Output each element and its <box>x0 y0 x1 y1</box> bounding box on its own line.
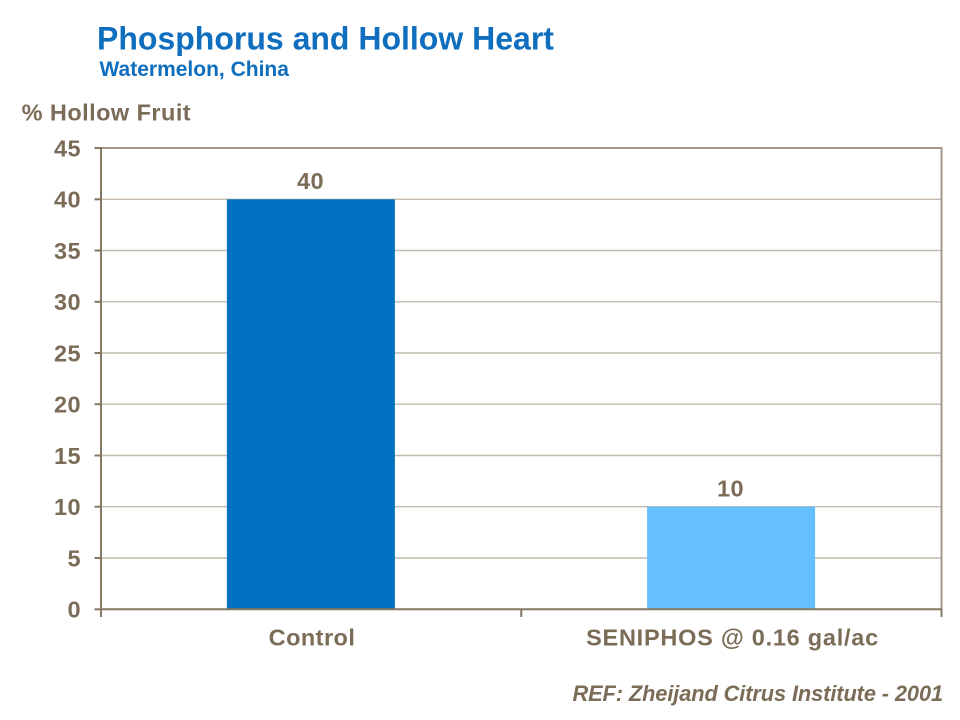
svg-text:0: 0 <box>67 597 81 623</box>
svg-text:Watermelon, China: Watermelon, China <box>100 58 290 81</box>
svg-text:REF: Zheijand Citrus Institute: REF: Zheijand Citrus Institute - 2001 <box>572 681 943 706</box>
svg-text:10: 10 <box>54 494 81 520</box>
svg-text:Phosphorus and Hollow Heart: Phosphorus and Hollow Heart <box>97 20 554 56</box>
svg-text:Control: Control <box>269 625 356 651</box>
svg-text:40: 40 <box>54 187 81 213</box>
svg-text:5: 5 <box>67 545 81 571</box>
svg-text:25: 25 <box>54 340 81 366</box>
svg-text:15: 15 <box>54 443 81 469</box>
svg-text:35: 35 <box>54 238 81 264</box>
svg-text:30: 30 <box>54 289 81 315</box>
svg-text:SENIPHOS @ 0.16 gal/ac: SENIPHOS @ 0.16 gal/ac <box>586 625 879 651</box>
svg-text:10: 10 <box>717 475 744 501</box>
svg-text:40: 40 <box>297 168 324 194</box>
svg-text:% Hollow Fruit: % Hollow Fruit <box>22 99 191 125</box>
svg-text:20: 20 <box>54 392 81 418</box>
svg-text:45: 45 <box>54 135 81 161</box>
